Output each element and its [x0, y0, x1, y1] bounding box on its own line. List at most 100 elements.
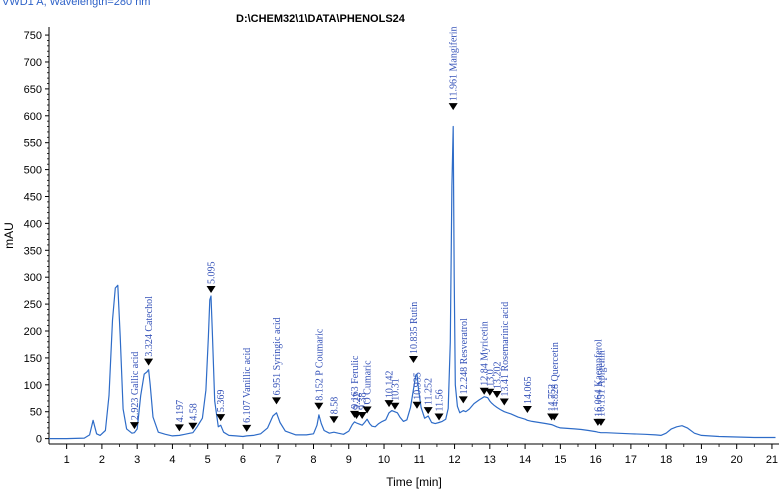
- peak-marker: [408, 355, 418, 363]
- signal-title: VWD1 A, Wavelength=280 nm: [2, 0, 151, 8]
- peak-marker: [412, 401, 422, 409]
- y-tick-label: 200: [24, 326, 42, 338]
- peak-label: 13.41 Rosemarinic acid: [500, 302, 511, 397]
- y-axis-label: mAU: [2, 222, 16, 249]
- chromatogram-line: [49, 125, 776, 440]
- chromatogram-trace: [49, 125, 776, 440]
- peak-marker: [596, 418, 606, 426]
- axis-labels: Time [min] mAU: [2, 222, 442, 489]
- x-tick-label: 9: [346, 454, 352, 466]
- peak-label: 6.951 Syringic acid: [272, 317, 283, 395]
- x-tick-label: 6: [240, 454, 246, 466]
- peak-label: 12.248 Resveratrol: [459, 318, 470, 394]
- x-tick-label: 16: [589, 454, 601, 466]
- y-tick-label: 650: [24, 84, 42, 96]
- y-tick-label: 150: [24, 353, 42, 365]
- peak-label: 4.197: [175, 400, 186, 423]
- x-tick-label: 15: [554, 454, 566, 466]
- y-tick-label: 550: [24, 138, 42, 150]
- peak-label: 10.835 Rutin: [409, 302, 420, 354]
- peak-marker: [423, 407, 433, 415]
- peak-marker: [357, 411, 367, 419]
- y-tick-label: 250: [24, 299, 42, 311]
- peak-label: 2.923 Gallic acid: [130, 352, 141, 421]
- x-tick-label: 3: [134, 454, 140, 466]
- y-tick-label: 0: [36, 434, 42, 446]
- peak-marker: [458, 396, 468, 404]
- peak-label: 16.151 Apigenin: [596, 350, 607, 417]
- peak-label: 8.152 P Coumaric: [314, 328, 325, 401]
- peak-marker: [390, 402, 400, 410]
- peak-label: 8.58: [329, 397, 340, 415]
- peak-marker: [144, 358, 154, 366]
- peak-label: O Cumaric: [363, 360, 374, 405]
- peak-marker: [434, 413, 444, 421]
- x-tick-label: 11: [414, 454, 425, 466]
- x-tick-label: 13: [484, 454, 496, 466]
- peak-label: 10.935: [412, 372, 423, 400]
- peak-marker: [492, 390, 502, 398]
- x-tick-label: 2: [99, 454, 105, 466]
- peak-label: 9.163 Ferulic: [350, 355, 361, 409]
- y-tick-label: 500: [24, 165, 42, 177]
- peak-label: 13.0: [485, 369, 496, 387]
- peak-label: 9.38: [358, 392, 369, 410]
- x-tick-label: 4: [169, 454, 175, 466]
- x-tick-label: 18: [660, 454, 672, 466]
- x-tick-label: 20: [731, 454, 743, 466]
- peak-label: 10.142: [385, 371, 396, 399]
- peak-marker: [129, 422, 139, 430]
- peak-marker: [271, 397, 281, 405]
- peak-label: 14.828 Quercetin: [550, 342, 561, 411]
- peak-marker: [448, 103, 458, 111]
- peak-marker: [499, 398, 509, 406]
- peak-label: 13.202: [492, 361, 503, 389]
- peak-label: 16.064 Kaempferol: [593, 339, 604, 417]
- peak-marker: [352, 411, 362, 419]
- peak-marker: [549, 413, 559, 421]
- peak-marker: [206, 286, 216, 294]
- plot-axes: 0 50 100 150 200 250 300 350 400 450 500 550 600 650 7…: [24, 27, 779, 466]
- y-tick-label: 100: [24, 380, 42, 392]
- peak-label: 11.961 Mangiferin: [449, 26, 460, 101]
- peak-marker: [314, 402, 324, 410]
- peak-marker: [216, 414, 226, 422]
- y-tick-label: 450: [24, 191, 42, 203]
- x-tick-label: 7: [275, 454, 281, 466]
- x-tick-label: 17: [625, 454, 637, 466]
- y-tick-label: 600: [24, 111, 42, 123]
- x-axis-label: Time [min]: [386, 475, 442, 489]
- peak-label: 14.065: [523, 377, 534, 405]
- y-tick-label: 400: [24, 218, 42, 230]
- peak-label: 4.58: [188, 403, 199, 421]
- peak-label: 11.56: [435, 389, 446, 411]
- peak-marker: [329, 416, 339, 424]
- y-tick-label: 750: [24, 30, 42, 42]
- x-tick-label: 12: [448, 454, 460, 466]
- y-tick-label: 300: [24, 272, 42, 284]
- peak-label: 9.22: [352, 392, 363, 410]
- y-tick-label: 350: [24, 245, 42, 257]
- peak-marker: [485, 388, 495, 396]
- peak-label: 10.31: [390, 378, 401, 401]
- x-tick-label: 10: [378, 454, 390, 466]
- y-tick-label: 50: [30, 407, 42, 419]
- x-tick-label: 5: [205, 454, 211, 466]
- x-tick-label: 14: [519, 454, 531, 466]
- peak-marker: [188, 422, 198, 430]
- peak-marker: [242, 424, 252, 432]
- peak-label: 14.752: [547, 384, 558, 412]
- x-tick-label: 21: [766, 454, 778, 466]
- peak-marker: [362, 406, 372, 414]
- peak-marker: [174, 424, 184, 432]
- peak-label: 5.095: [207, 262, 218, 285]
- x-tick-label: 8: [310, 454, 316, 466]
- peak-marker: [384, 400, 394, 408]
- peak-label: 5.369: [216, 390, 227, 413]
- x-tick-label: 19: [695, 454, 707, 466]
- x-tick-label: 1: [64, 454, 70, 466]
- peak-marker: [522, 406, 532, 414]
- peak-label: 6.107 Vanillic acid: [242, 348, 253, 423]
